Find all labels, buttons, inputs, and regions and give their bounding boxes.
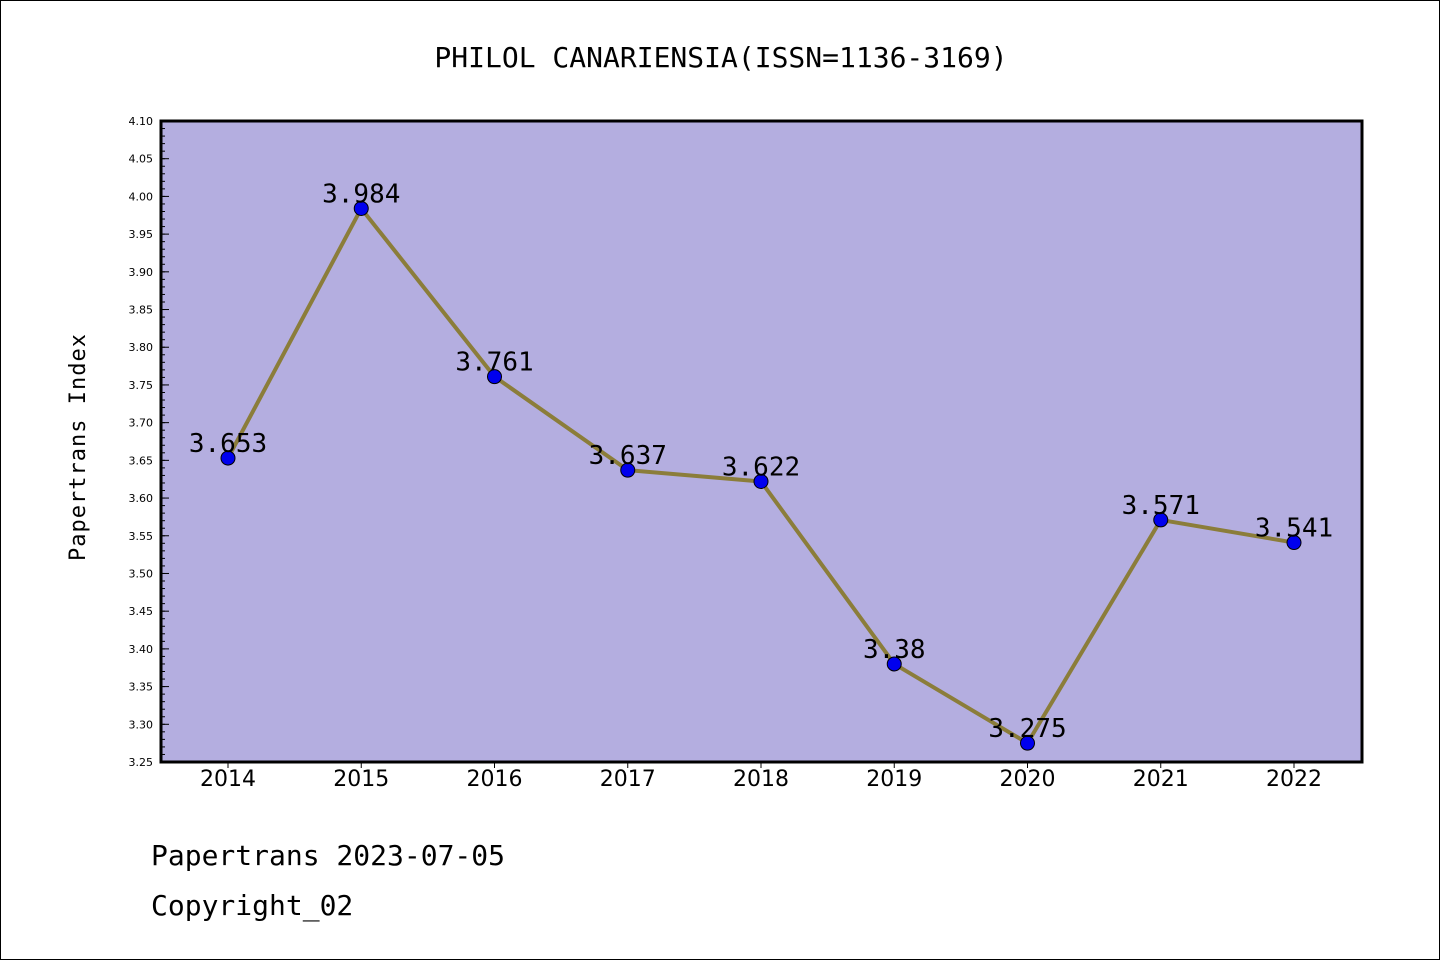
x-tick-label: 2014 <box>200 767 256 792</box>
data-point <box>1153 512 1169 528</box>
data-point <box>886 656 902 672</box>
data-point <box>1286 535 1302 551</box>
chart-title: PHILOL CANARIENSIA(ISSN=1136-3169) <box>434 41 1007 74</box>
x-axis: 2014 2015 2016 2017 2018 2019 2020 2021 2022 <box>200 762 1322 792</box>
y-tick-label: 3.35 <box>129 681 154 694</box>
y-tick-label: 3.45 <box>129 605 154 618</box>
y-tick-label: 3.25 <box>129 756 154 769</box>
x-tick-label: 2021 <box>1133 767 1189 792</box>
data-point <box>353 200 369 216</box>
plot-area <box>159 119 1364 764</box>
data-point <box>1020 735 1035 751</box>
y-tick-label: 4.00 <box>129 190 154 203</box>
y-tick-label: 3.30 <box>129 718 154 731</box>
x-tick-label: 2016 <box>467 767 523 792</box>
x-tick-label: 2019 <box>866 767 922 792</box>
y-tick-label: 3.55 <box>129 530 154 543</box>
data-point <box>753 473 769 489</box>
data-label: 3.761 <box>455 348 533 378</box>
x-tick-label: 2020 <box>1000 767 1056 792</box>
y-tick-label: 3.60 <box>129 492 154 505</box>
data-label: 3.984 <box>322 179 400 209</box>
y-tick-label: 3.90 <box>129 266 154 279</box>
data-point <box>620 462 636 478</box>
y-tick-label: 4.10 <box>129 115 154 128</box>
y-axis-label: Papertrans Index <box>66 333 91 561</box>
data-point <box>220 450 236 466</box>
footer-date: Papertrans 2023-07-05 <box>151 839 505 872</box>
y-tick-label: 3.95 <box>129 228 154 241</box>
x-tick-label: 2022 <box>1266 767 1322 792</box>
data-label: 3.571 <box>1122 491 1200 521</box>
y-tick-label: 3.40 <box>129 643 154 656</box>
y-tick-label: 3.70 <box>129 417 154 430</box>
y-tick-label: 4.05 <box>129 153 154 166</box>
footer-copyright: Copyright_02 <box>151 889 353 923</box>
y-tick-label: 3.75 <box>129 379 154 392</box>
data-point <box>487 369 502 385</box>
data-label: 3.637 <box>589 441 667 471</box>
y-tick-label: 3.85 <box>129 304 154 317</box>
x-tick-label: 2017 <box>600 767 656 792</box>
data-label: 3.541 <box>1255 514 1333 544</box>
y-axis: 3.25 3.30 3.35 3.40 3.45 3.50 3.55 3.60 3.65 3.70… <box>129 115 169 769</box>
x-tick-label: 2015 <box>333 767 389 792</box>
data-label: 3.275 <box>988 714 1066 744</box>
data-points <box>220 200 1302 751</box>
y-tick-label: 3.65 <box>129 454 154 467</box>
y-tick-label: 3.50 <box>129 567 154 580</box>
data-labels: 3.653 3.984 3.761 3.637 3.622 3.38 3.275 3.571 3… <box>189 179 1333 744</box>
data-label: 3.622 <box>722 452 800 482</box>
x-tick-label: 2018 <box>733 767 789 792</box>
y-tick-label: 3.80 <box>129 341 154 354</box>
data-label: 3.653 <box>189 429 267 459</box>
data-label: 3.38 <box>863 635 926 665</box>
